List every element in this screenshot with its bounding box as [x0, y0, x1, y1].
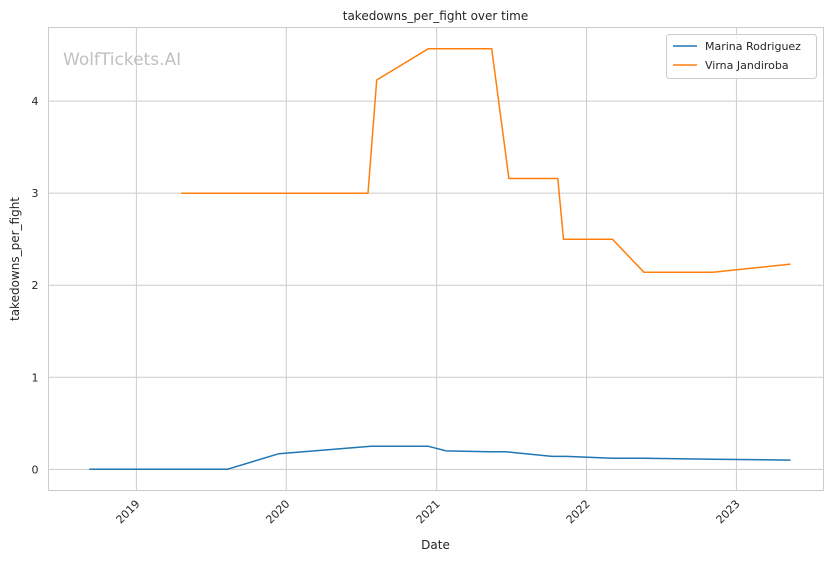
legend-label-virna-jandiroba: Virna Jandiroba	[705, 59, 789, 72]
x-tick-label: 2022	[564, 497, 593, 526]
x-tick-label: 2019	[114, 497, 143, 526]
grid	[48, 27, 824, 491]
legend-label-marina-rodriguez: Marina Rodriguez	[705, 40, 801, 53]
series-line-virna-jandiroba	[181, 47, 791, 274]
x-tick-label: 2023	[714, 497, 743, 526]
x-tick-label: 2021	[414, 497, 443, 526]
x-axis-title: Date	[421, 538, 450, 552]
series-group	[89, 47, 791, 471]
x-tick-label: 2020	[263, 497, 292, 526]
y-tick-label: 3	[32, 187, 39, 200]
plot-frame	[48, 27, 824, 491]
watermark: WolfTickets.AI	[63, 50, 181, 70]
series-line-marina-rodriguez	[89, 445, 791, 471]
legend: Marina Rodriguez Virna Jandiroba	[666, 34, 817, 79]
y-tick-label: 0	[32, 463, 39, 476]
y-tick-label: 1	[32, 371, 39, 384]
y-axis-title: takedowns_per_fight	[8, 197, 22, 321]
chart-title: takedowns_per_fight over time	[343, 9, 529, 23]
y-tick-label: 4	[32, 95, 39, 108]
y-tick-label: 2	[32, 279, 39, 292]
legend-box	[666, 34, 817, 79]
tick-labels: 0 1 2 3 4 2019 2020 2021 2022 2023	[32, 95, 743, 526]
